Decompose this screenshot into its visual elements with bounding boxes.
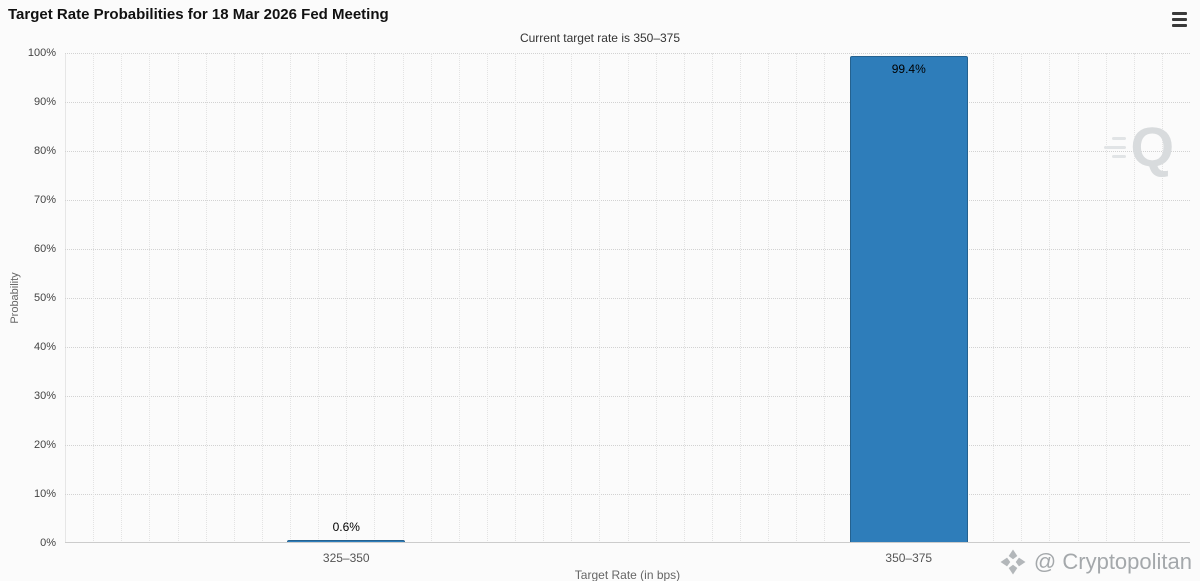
y-tick-label: 40%	[33, 341, 56, 353]
x-axis-title: Target Rate (in bps)	[574, 568, 681, 581]
hamburger-bar	[1171, 11, 1187, 15]
v-gridline	[205, 53, 207, 543]
y-tick-label: 30%	[33, 390, 56, 402]
y-tick-label: 80%	[33, 145, 56, 157]
y-tick-label: 10%	[33, 488, 56, 500]
plot-area: Q 0.6% 99.4%	[65, 53, 1190, 543]
v-gridline	[768, 53, 770, 543]
v-gridline	[824, 53, 826, 543]
v-gridline	[1049, 53, 1051, 543]
y-tick-label: 0%	[40, 537, 56, 549]
v-gridline	[290, 53, 291, 543]
v-gridline	[346, 53, 348, 543]
v-gridline	[402, 53, 404, 543]
y-tick-label: 70%	[33, 194, 56, 206]
bar-350–375[interactable]	[849, 56, 968, 543]
v-gridline	[993, 53, 995, 543]
x-axis-line	[65, 542, 1190, 543]
v-gridline	[740, 53, 741, 543]
y-tick-label: 90%	[33, 96, 56, 108]
v-gridline	[627, 53, 629, 543]
v-gridline	[318, 53, 320, 543]
v-gridline	[571, 53, 573, 543]
y-tick-label: 60%	[33, 243, 56, 255]
q-logo-letter: Q	[1130, 115, 1174, 178]
v-gridline	[149, 53, 151, 543]
hamburger-bar	[1171, 17, 1187, 21]
v-gridline	[93, 53, 95, 543]
x-axis-labels: 325–350 350–375	[65, 551, 1190, 567]
v-gridline	[430, 53, 432, 543]
v-gridline	[515, 53, 516, 543]
y-tick-label: 50%	[33, 292, 56, 304]
v-gridline	[1021, 53, 1023, 543]
chart-title: Target Rate Probabilities for 18 Mar 202…	[8, 6, 389, 23]
q-logo-lines	[1104, 136, 1127, 158]
chart-subtitle: Current target rate is 350–375	[519, 31, 681, 45]
brand-watermark-text: @ Cryptopolitan	[1033, 549, 1192, 574]
brand-watermark: @ Cryptopolitan	[1000, 549, 1192, 575]
v-gridline	[543, 53, 545, 543]
x-tick-label: 325–350	[322, 551, 370, 565]
v-gridline	[796, 53, 798, 543]
v-gridline	[261, 53, 263, 543]
hamburger-icon[interactable]	[1166, 7, 1192, 31]
v-gridline	[486, 53, 488, 543]
v-gridline	[683, 53, 685, 543]
v-gridline	[599, 53, 601, 543]
y-axis-labels: 0% 10% 20% 30% 40% 50% 60% 70% 80% 90% 100%	[0, 47, 60, 549]
cryptopolitan-diamond-icon	[1000, 549, 1026, 575]
hamburger-bar	[1171, 23, 1187, 27]
v-gridline	[1105, 53, 1107, 543]
v-gridline	[374, 53, 376, 543]
y-tick-label: 20%	[33, 439, 56, 451]
bar-value-label: 0.6%	[332, 520, 360, 534]
v-gridline	[655, 53, 657, 543]
v-gridline	[1077, 53, 1079, 543]
y-tick-label: 100%	[27, 47, 56, 59]
v-gridline	[458, 53, 460, 543]
v-gridline	[233, 53, 235, 543]
v-gridline	[1161, 53, 1163, 543]
v-gridline	[711, 53, 713, 543]
v-gridline	[1133, 53, 1135, 543]
bar-value-label: 99.4%	[891, 62, 926, 76]
v-gridline	[177, 53, 179, 543]
x-tick-label: 350–375	[885, 551, 933, 565]
q-logo-watermark: Q	[1104, 119, 1174, 175]
v-gridline	[121, 53, 123, 543]
